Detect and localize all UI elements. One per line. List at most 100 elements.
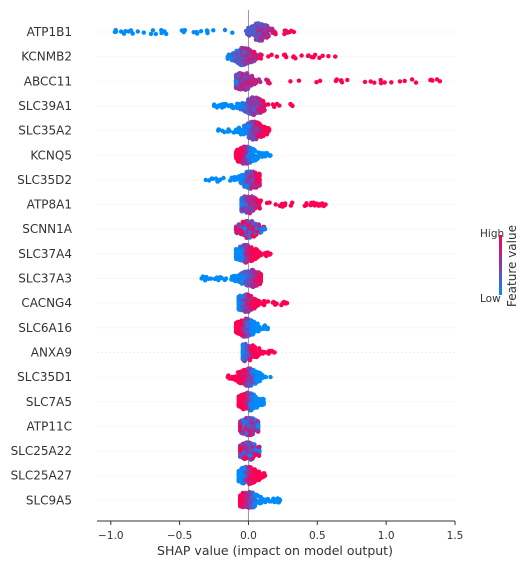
shap-point — [284, 300, 290, 306]
shap-point — [246, 352, 251, 358]
shap-point — [148, 31, 154, 37]
shap-point — [245, 171, 250, 176]
feature-row: CACNG4 — [21, 296, 455, 310]
shap-point — [278, 203, 283, 208]
shap-point — [238, 498, 243, 503]
feature-label: SLC37A4 — [18, 247, 72, 261]
shap-point — [260, 496, 265, 502]
shap-point — [256, 453, 262, 458]
shap-point — [239, 198, 244, 203]
shap-point — [262, 227, 268, 232]
shap-point — [282, 28, 287, 33]
shap-point — [222, 27, 228, 33]
shap-point — [245, 321, 251, 326]
shap-point — [240, 219, 245, 225]
feature-points — [236, 390, 266, 413]
shap-point — [257, 448, 262, 454]
shap-point — [242, 466, 247, 471]
shap-point — [268, 28, 273, 33]
shap-point — [247, 229, 253, 235]
shap-point — [246, 25, 251, 31]
feature-points — [199, 267, 264, 290]
shap-point — [194, 29, 199, 35]
shap-point — [256, 299, 261, 304]
feature-label: SLC39A1 — [18, 99, 72, 113]
shap-point — [238, 444, 243, 450]
shap-point — [437, 79, 443, 84]
shap-point — [254, 126, 260, 131]
shap-point — [237, 277, 242, 282]
shap-point — [250, 30, 255, 35]
shap-point — [241, 326, 247, 332]
shap-point — [261, 399, 266, 404]
feature-points — [233, 144, 273, 166]
shap-point — [268, 153, 273, 158]
shap-point — [245, 86, 250, 91]
shap-point — [238, 107, 243, 112]
shap-point — [203, 177, 208, 183]
shap-point — [272, 350, 277, 355]
shap-point — [256, 96, 262, 102]
shap-point — [320, 53, 325, 58]
shap-point — [248, 496, 254, 501]
shap-point — [389, 80, 394, 85]
shap-point — [244, 346, 249, 351]
shap-point — [245, 52, 250, 58]
shap-point — [268, 251, 273, 256]
shap-point — [208, 276, 214, 281]
shap-point — [219, 105, 225, 110]
shap-point — [252, 500, 258, 506]
shap-point — [159, 28, 164, 33]
shap-point — [240, 395, 245, 400]
shap-point — [258, 198, 263, 203]
shap-point — [262, 374, 268, 380]
shap-point — [130, 31, 135, 36]
shap-point — [277, 103, 282, 108]
shap-point — [317, 78, 323, 84]
shap-point — [245, 471, 250, 476]
feature-row: SLC7A5 — [26, 395, 455, 409]
shap-point — [265, 299, 271, 304]
shap-point — [238, 127, 243, 133]
shap-point — [238, 448, 243, 454]
shap-point — [258, 276, 264, 281]
feature-row: ATP1B1 — [27, 25, 455, 39]
feature-label: KCNQ5 — [30, 148, 72, 162]
shap-point — [250, 432, 255, 437]
shap-point — [272, 104, 277, 110]
feature-label: KCNMB2 — [21, 50, 72, 64]
shap-point — [241, 144, 247, 149]
shap-point — [402, 78, 407, 84]
shap-point — [241, 161, 246, 166]
shap-point — [236, 399, 241, 404]
colorbar-high-label: High — [480, 228, 504, 240]
shap-point — [245, 391, 251, 397]
shap-point — [246, 293, 251, 298]
shap-point — [333, 54, 338, 59]
shap-point — [263, 350, 268, 355]
shap-point — [242, 455, 247, 461]
feature-row: KCNQ5 — [30, 148, 455, 162]
shap-point — [272, 499, 277, 505]
shap-point — [240, 231, 245, 236]
shap-point — [233, 79, 239, 84]
shap-point — [253, 170, 258, 175]
feature-points — [236, 292, 290, 314]
shap-point — [244, 329, 250, 335]
shap-point — [251, 268, 256, 273]
shap-point — [153, 31, 158, 37]
shap-point — [397, 79, 403, 84]
shap-point — [258, 133, 263, 138]
shap-point — [243, 502, 248, 507]
shap-point — [291, 54, 296, 59]
shap-point — [378, 81, 384, 86]
shap-point — [249, 394, 255, 399]
shap-point — [247, 489, 252, 495]
shap-point — [265, 80, 271, 85]
shap-point — [256, 445, 261, 450]
feature-label: SLC35D1 — [17, 370, 72, 384]
colorbar-low-label: Low — [480, 293, 501, 305]
shap-point — [257, 324, 262, 330]
shap-point — [244, 316, 250, 322]
feature-label: ATP1B1 — [27, 25, 72, 39]
